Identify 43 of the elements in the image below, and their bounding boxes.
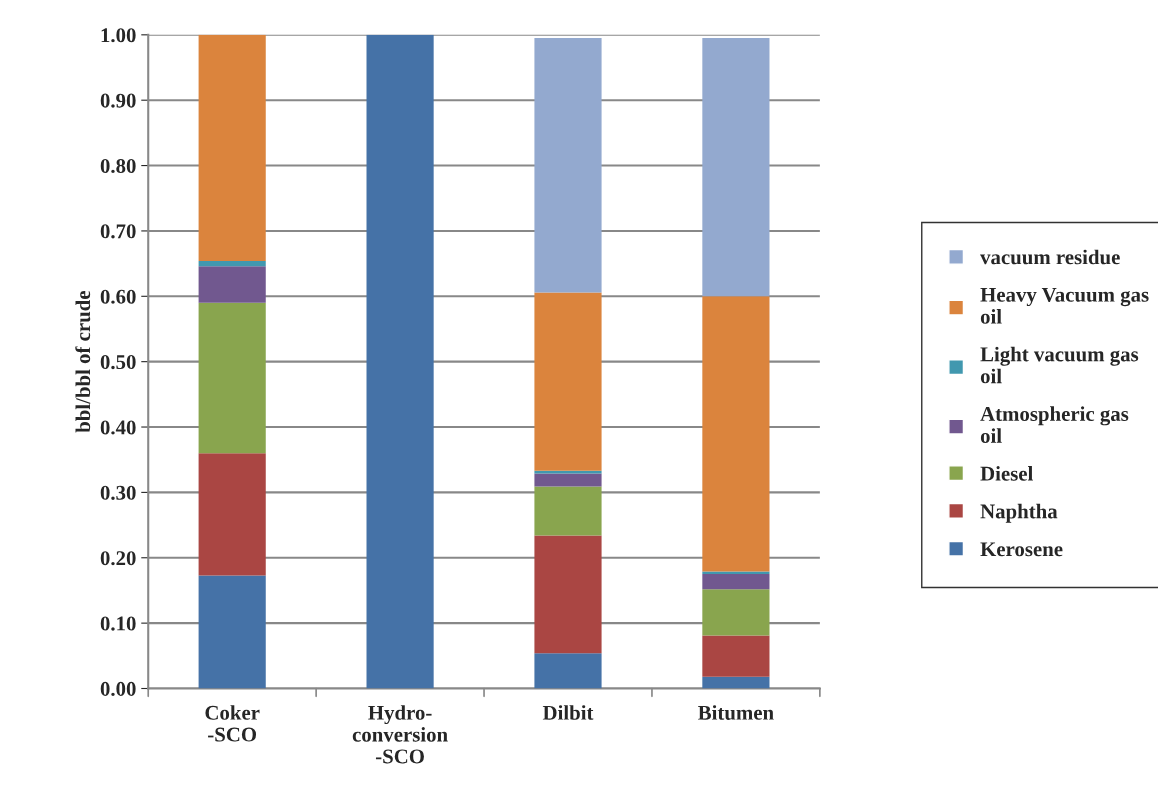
bar xyxy=(366,34,434,689)
y-tick-label: 0.70 xyxy=(100,224,136,239)
bar xyxy=(198,575,266,689)
bar xyxy=(534,292,602,471)
bar xyxy=(534,38,602,293)
bar xyxy=(702,574,770,590)
y-tick-label: 0.00 xyxy=(100,681,136,697)
bar xyxy=(198,261,266,267)
bar xyxy=(198,34,266,261)
y-tick-label: 0.60 xyxy=(100,289,136,304)
bar xyxy=(198,266,266,303)
bar xyxy=(702,589,770,636)
x-tick-label: Coker -SCO xyxy=(205,705,260,742)
bar xyxy=(702,635,770,677)
y-tick-label: 0.80 xyxy=(100,158,136,174)
legend-label: Kerosene xyxy=(980,542,1063,557)
y-tick-label: 0.30 xyxy=(100,485,136,500)
legend-label: Heavy Vacuum gas oil xyxy=(980,287,1149,324)
y-tick-label: 0.90 xyxy=(100,93,136,108)
x-tick-label: Dilbit xyxy=(542,705,594,720)
legend-label: Naphtha xyxy=(980,503,1058,523)
bar xyxy=(198,453,266,576)
x-tick-label: Bitumen xyxy=(698,705,774,720)
y-axis-title: bbl/bbl of crude xyxy=(75,291,91,433)
y-tick-label: 0.40 xyxy=(100,420,136,435)
bar xyxy=(534,653,602,689)
y-tick-label: 0.50 xyxy=(100,355,136,370)
bar xyxy=(534,486,602,536)
legend-label: Light vacuum gas oil xyxy=(980,346,1139,384)
bar xyxy=(534,473,602,487)
y-tick-label: 1.00 xyxy=(101,28,136,43)
legend-label: Atmospheric gas oil xyxy=(980,406,1129,443)
legend-label: vacuum residue xyxy=(980,249,1120,265)
bar xyxy=(702,38,770,297)
bar xyxy=(702,676,770,689)
y-tick-label: 0.20 xyxy=(100,551,136,566)
bar xyxy=(702,571,770,575)
bar xyxy=(534,535,602,654)
legend-label: Diesel xyxy=(980,466,1033,481)
bar xyxy=(198,302,266,454)
x-tick-label: Hydro- conversion -SCO xyxy=(352,705,448,764)
bar xyxy=(702,296,770,572)
y-tick-label: 0.10 xyxy=(100,616,136,631)
